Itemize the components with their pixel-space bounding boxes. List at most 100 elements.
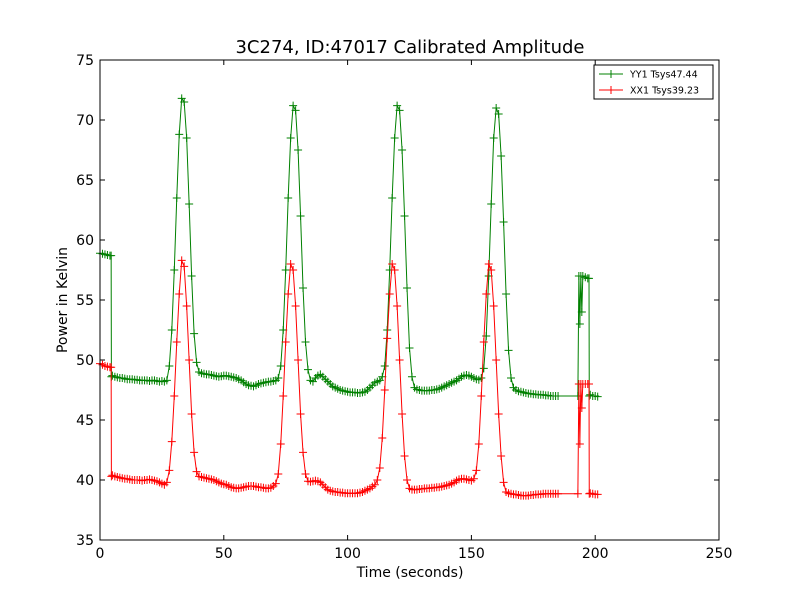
- data-point: [554, 392, 563, 400]
- data-point: [294, 146, 303, 154]
- legend-box: [593, 64, 714, 100]
- data-point: [593, 392, 602, 401]
- data-point: [375, 464, 384, 472]
- data-point: [286, 134, 295, 142]
- legend-marker: [607, 86, 615, 94]
- plot-background: [100, 60, 719, 540]
- data-point: [383, 334, 392, 343]
- x-axis-label: Time (seconds): [356, 565, 464, 581]
- data-point: [575, 320, 584, 328]
- data-point: [192, 358, 201, 367]
- data-point: [479, 338, 488, 346]
- data-point: [162, 376, 171, 385]
- data-point: [487, 200, 496, 208]
- y-tick-label: 55: [76, 293, 94, 309]
- data-point: [190, 448, 199, 457]
- data-point: [303, 365, 312, 374]
- data-point: [499, 218, 508, 226]
- data-point: [502, 290, 511, 298]
- data-point: [276, 440, 285, 448]
- x-tick-label: 50: [215, 546, 233, 562]
- data-point: [291, 106, 300, 115]
- data-point: [185, 200, 194, 208]
- data-point: [175, 290, 184, 298]
- data-point: [403, 284, 412, 292]
- data-point: [294, 356, 303, 364]
- legend-label: YY1 Tsys47.44: [629, 70, 698, 81]
- data-point: [180, 262, 189, 271]
- x-tick-label: 200: [582, 546, 609, 562]
- data-point: [385, 290, 394, 298]
- data-point: [477, 374, 486, 382]
- data-point: [388, 194, 397, 202]
- data-point: [291, 302, 300, 310]
- y-tick-label: 40: [76, 473, 94, 489]
- series-0: [96, 94, 602, 401]
- data-point: [378, 434, 387, 442]
- x-tick-label: 150: [458, 546, 485, 562]
- data-point: [296, 410, 305, 418]
- x-tick-label: 100: [334, 546, 361, 562]
- data-point: [482, 332, 491, 340]
- data-point: [482, 290, 491, 298]
- data-point: [180, 98, 189, 106]
- data-point: [575, 440, 584, 448]
- data-point: [289, 266, 298, 274]
- data-point: [182, 302, 191, 310]
- data-point: [281, 266, 290, 274]
- data-point: [577, 308, 586, 316]
- data-point: [274, 470, 283, 478]
- x-tick-label: 0: [96, 546, 105, 562]
- data-point: [190, 329, 199, 338]
- data-point: [577, 404, 586, 412]
- legend: YY1 Tsys47.44 XX1 Tsys39.23: [593, 64, 714, 100]
- data-point: [175, 130, 184, 139]
- data-point: [573, 489, 582, 498]
- data-point: [504, 346, 513, 355]
- legend-label: XX1 Tsys39.23: [630, 86, 699, 97]
- data-point: [400, 452, 409, 460]
- y-tick-label: 35: [76, 533, 94, 549]
- data-point: [289, 101, 298, 110]
- y-tick-label: 75: [76, 53, 94, 69]
- data-point: [393, 101, 402, 110]
- data-point: [182, 134, 191, 142]
- legend-marker: [607, 70, 615, 78]
- data-point: [554, 489, 563, 498]
- data-point: [472, 466, 481, 475]
- data-point: [405, 344, 414, 352]
- data-point: [170, 266, 179, 274]
- data-point: [299, 448, 308, 457]
- data-point: [474, 440, 483, 448]
- data-point: [469, 474, 478, 483]
- data-point: [484, 260, 493, 268]
- data-point: [165, 362, 174, 370]
- data-point: [507, 374, 516, 382]
- data-point: [187, 272, 196, 280]
- data-point: [286, 260, 295, 268]
- data-point: [170, 392, 179, 400]
- data-point: [395, 356, 404, 364]
- data-point: [585, 274, 594, 283]
- data-point: [407, 372, 416, 381]
- y-tick-label: 65: [76, 173, 94, 189]
- data-point: [593, 490, 602, 499]
- data-point: [185, 356, 194, 364]
- data-point: [107, 363, 116, 372]
- data-point: [281, 338, 290, 346]
- chart-title: 3C274, ID:47017 Calibrated Amplitude: [235, 37, 584, 58]
- data-point: [494, 110, 503, 118]
- data-point: [167, 437, 176, 446]
- plot-area: 0 50 100 150 200 250 35 40 45 50 55 60 65 70 75: [76, 53, 732, 562]
- y-tick-label: 60: [76, 233, 94, 249]
- data-point: [271, 479, 280, 488]
- data-point: [479, 364, 488, 373]
- x-tick-label: 250: [706, 546, 733, 562]
- data-point: [276, 362, 285, 370]
- y-tick-label: 70: [76, 113, 94, 129]
- data-point: [499, 478, 508, 487]
- data-point: [492, 356, 501, 364]
- legend-entry-0: YY1 Tsys47.44: [599, 70, 698, 81]
- y-tick-label: 50: [76, 353, 94, 369]
